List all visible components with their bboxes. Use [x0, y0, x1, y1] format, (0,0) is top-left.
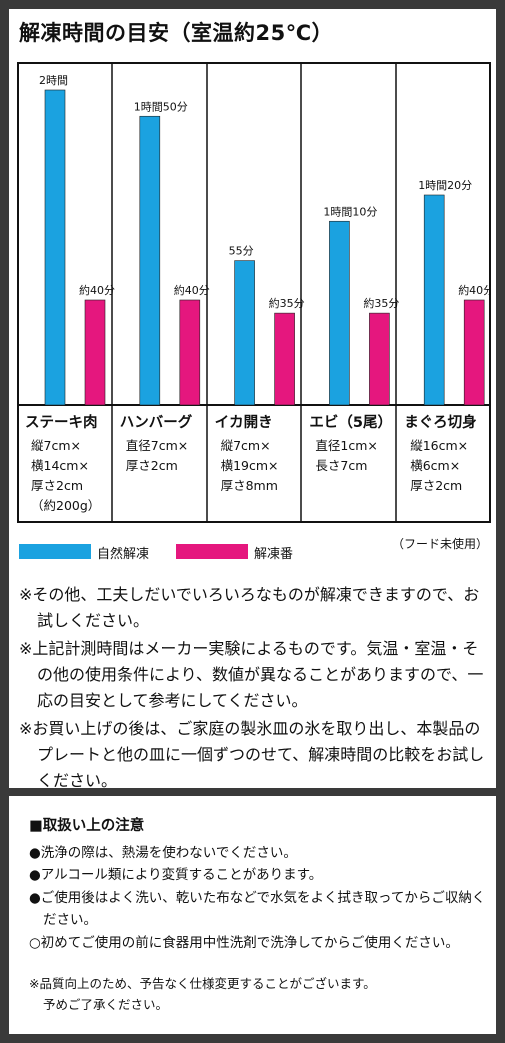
legend-label-kaitouban: 解凍番: [254, 547, 294, 562]
chart-panel: 解凍時間の目安（室温約25℃） 2時間約40分ステーキ肉縦7cm× 横14cm× 厚…: [9, 9, 496, 790]
legend-note: （フード未使用）: [391, 537, 488, 551]
caution-panel: ■取扱い上の注意 ●洗浄の際は、熱湯を使わないでください。 ●アルコール類により…: [9, 796, 496, 1034]
category-description: 厚さ2cm: [410, 478, 462, 493]
category-label: まぐろ切身: [404, 413, 477, 431]
bar-kaitouban: [84, 299, 106, 406]
category-description: （約200g）: [31, 498, 100, 513]
bar-value-label: 約40分: [174, 283, 210, 297]
category-label: ハンバーグ: [120, 413, 193, 431]
bar-value-label: 約40分: [79, 283, 115, 297]
category-label: エビ（5尾）: [309, 413, 392, 431]
legend: 自然解凍 解凍番 （フード未使用）: [9, 537, 496, 563]
bar-kaitouban: [274, 312, 295, 406]
legend-swatch-kaitouban: [176, 544, 248, 559]
bar-value-label: 1時間20分: [418, 179, 472, 192]
bar-natural: [423, 194, 445, 406]
caution-section: ■取扱い上の注意 ●洗浄の際は、熱湯を使わないでください。 ●アルコール類により…: [29, 815, 489, 954]
category-label: ステーキ肉: [25, 414, 98, 431]
footnote-line: 予めご了承ください。: [43, 997, 169, 1012]
caution-item: ●ご使用後はよく洗い、乾いた布などで水気をよく拭き取ってからご収納ください。: [29, 889, 486, 929]
bar-natural: [234, 260, 255, 406]
category-description: 縦16cm×: [410, 438, 468, 453]
legend-label-natural: 自然解凍: [97, 547, 150, 562]
bar-value-label: 2時間: [39, 74, 68, 87]
bar-kaitouban: [463, 299, 485, 406]
category-description: 縦7cm×: [31, 438, 81, 453]
chart-title: 解凍時間の目安（室温約25℃）: [19, 21, 334, 45]
legend-swatch-natural: [19, 544, 91, 559]
bar-value-label: 1時間10分: [323, 205, 377, 218]
bar-value-label: 約35分: [269, 296, 305, 310]
category-description: 直径7cm×: [126, 438, 188, 453]
category-description: 厚さ2cm: [31, 478, 83, 493]
note-item: ※上記計測時間はメーカー実験によるものです。気温・室温・その他の使用条件により、…: [19, 639, 484, 710]
category-description: 厚さ2cm: [126, 458, 178, 473]
footnote-line: ※品質向上のため、予告なく仕様変更することがございます。: [29, 976, 376, 991]
category-description: 横14cm×: [31, 458, 89, 473]
bar-kaitouban: [369, 312, 390, 406]
notes: ※その他、工夫しだいでいろいろなものが解凍できますので、お試しください。 ※上記…: [19, 582, 491, 796]
caution-item: ●アルコール類により変質することがあります。: [29, 867, 323, 883]
bar-value-label: 55分: [229, 245, 254, 258]
category-label: イカ開き: [215, 414, 273, 431]
category-description: 長さ7cm: [315, 458, 367, 473]
category-description: 直径1cm×: [315, 438, 377, 453]
bar-value-label: 約35分: [363, 296, 399, 310]
chart-frame: [17, 62, 491, 523]
footnote: ※品質向上のため、予告なく仕様変更することがございます。 予めご了承ください。: [29, 973, 489, 1015]
chart-area: 2時間約40分ステーキ肉縦7cm× 横14cm× 厚さ2cm （約200g） 1時間50…: [17, 62, 491, 523]
bar-natural: [139, 115, 161, 406]
category-description: 横19cm×: [221, 458, 279, 473]
bar-kaitouban: [179, 299, 201, 406]
caution-item: ●洗浄の際は、熱湯を使わないでください。: [29, 844, 297, 861]
note-item: ※その他、工夫しだいでいろいろなものが解凍できますので、お試しください。: [19, 585, 480, 630]
category-description: 縦7cm×: [221, 438, 271, 453]
caution-item: ○初めてご使用の前に食器用中性洗剤で洗浄してからご使用ください。: [29, 934, 459, 951]
note-item: ※お買い上げの後は、ご家庭の製氷皿の氷を取り出し、本製品のプレートと他の皿に一個…: [19, 719, 485, 790]
bar-value-label: 1時間50分: [134, 100, 188, 113]
category-description: 厚さ8mm: [221, 478, 278, 493]
caution-heading: ■取扱い上の注意: [29, 818, 145, 834]
bar-natural: [44, 89, 66, 406]
bar-value-label: 約40分: [458, 283, 491, 297]
bar-natural: [329, 220, 350, 406]
category-description: 横6cm×: [410, 458, 460, 473]
